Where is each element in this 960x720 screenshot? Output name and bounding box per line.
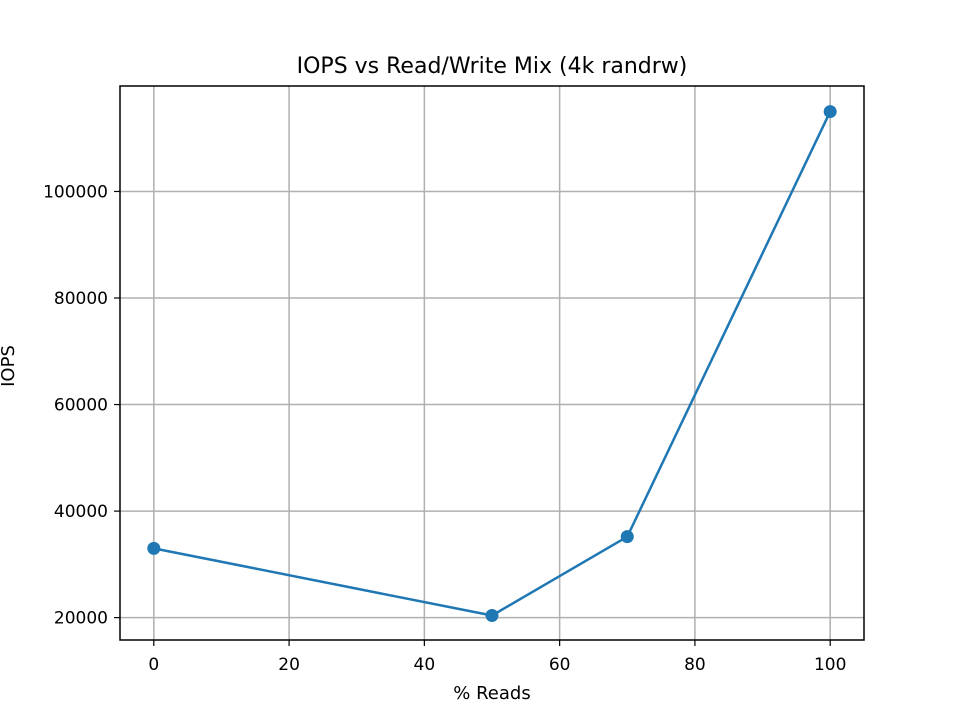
y-tick-label: 20000 [54,609,108,629]
y-tick-label: 80000 [54,289,108,309]
data-point-marker [147,541,161,555]
x-tick-label: 20 [278,655,300,675]
y-tick-label: 100000 [43,182,108,202]
series-line [153,111,832,617]
x-axis-label: % Reads [453,683,530,704]
axis-ticks: 0 20 40 60 80 100 20000 40000 60000 80000 100000 [43,182,846,675]
x-tick-label: 80 [684,655,706,675]
plot-area-frame [119,85,865,641]
y-tick-label: 60000 [54,396,108,416]
y-tick-label: 40000 [54,502,108,522]
x-tick-label: 60 [549,655,571,675]
x-tick-label: 40 [414,655,436,675]
y-axis-label: IOPS [0,345,19,387]
series-layer [147,105,837,622]
chart-title: IOPS vs Read/Write Mix (4k randrw) [297,54,688,79]
x-tick-label: 0 [148,655,159,675]
data-point-marker [620,530,634,544]
x-tick-label: 100 [814,655,846,675]
data-point-marker [823,105,837,119]
data-point-marker [485,608,499,622]
